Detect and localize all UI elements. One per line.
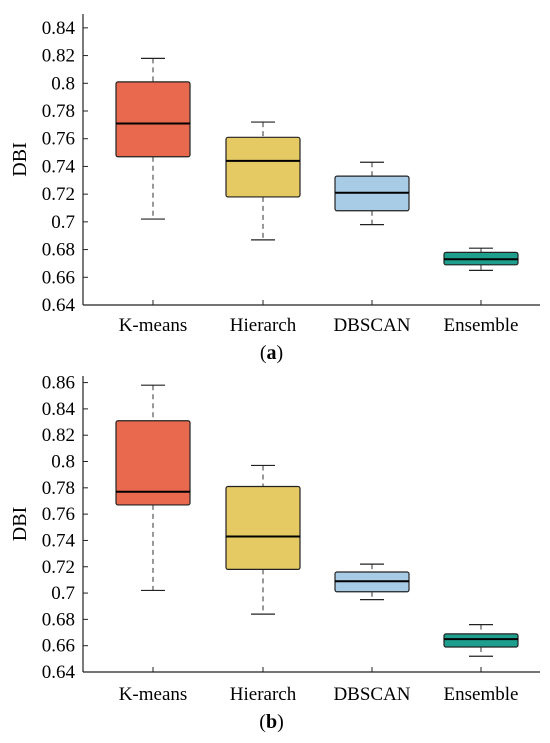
y-tick-label: 0.86 — [42, 373, 75, 394]
panel-caption: (a) — [260, 342, 283, 364]
y-tick-label: 0.68 — [42, 240, 75, 261]
chart-b: 0.64 0.66 0.68 0.7 0.72 0.74 0.76 0.78 0.8 0.82 0.… — [9, 373, 540, 733]
x-tick-label: DBSCAN — [333, 315, 410, 336]
iqr-box — [225, 485, 301, 570]
y-tick-label: 0.78 — [42, 101, 75, 122]
iqr-box — [115, 420, 191, 506]
y-tick-label: 0.82 — [42, 425, 75, 446]
box-ensemble — [443, 624, 519, 657]
x-tick-label: K-means — [119, 315, 188, 336]
iqr-box — [115, 81, 191, 158]
y-tick-label: 0.76 — [42, 504, 75, 525]
box-hierarch — [225, 464, 301, 615]
box-dbscan — [334, 563, 410, 601]
y-tick-label: 0.82 — [42, 46, 75, 67]
x-tick-label: Ensemble — [444, 684, 519, 705]
y-tick-label: 0.8 — [51, 73, 75, 94]
y-axis-label: DBI — [9, 142, 31, 176]
x-tick-label: Ensemble — [444, 315, 519, 336]
y-tick-label: 0.66 — [42, 267, 75, 288]
y-tick-label: 0.84 — [42, 399, 76, 420]
y-tick-label: 0.7 — [51, 212, 75, 233]
x-tick-label: DBSCAN — [333, 684, 410, 705]
y-tick-label: 0.64 — [42, 295, 76, 316]
iqr-box — [443, 633, 519, 648]
box-ensemble — [443, 247, 519, 271]
x-tick-label: K-means — [119, 684, 188, 705]
x-tick-label: Hierarch — [230, 684, 297, 705]
y-tick-label: 0.8 — [51, 452, 75, 473]
panel-caption: (b) — [259, 711, 283, 733]
box-dbscan — [334, 161, 410, 226]
box-hierarch — [225, 121, 301, 241]
y-tick-label: 0.74 — [42, 530, 76, 551]
box-k-means — [115, 57, 191, 220]
y-axis-label: DBI — [9, 507, 31, 541]
y-tick-label: 0.74 — [42, 156, 76, 177]
y-tick-label: 0.68 — [42, 609, 75, 630]
y-tick-label: 0.66 — [42, 636, 75, 657]
chart-a: 0.64 0.66 0.68 0.7 0.72 0.74 0.76 0.78 0.8 0.82 0.… — [9, 14, 540, 364]
x-tick-label: Hierarch — [230, 315, 297, 336]
y-tick-label: 0.7 — [51, 583, 75, 604]
y-tick-label: 0.64 — [42, 662, 76, 683]
y-tick-label: 0.84 — [42, 18, 76, 39]
box-k-means — [115, 384, 191, 592]
y-tick-label: 0.78 — [42, 478, 75, 499]
y-tick-label: 0.72 — [42, 557, 75, 578]
y-tick-label: 0.72 — [42, 184, 75, 205]
iqr-box — [225, 136, 301, 198]
y-tick-label: 0.76 — [42, 129, 75, 150]
